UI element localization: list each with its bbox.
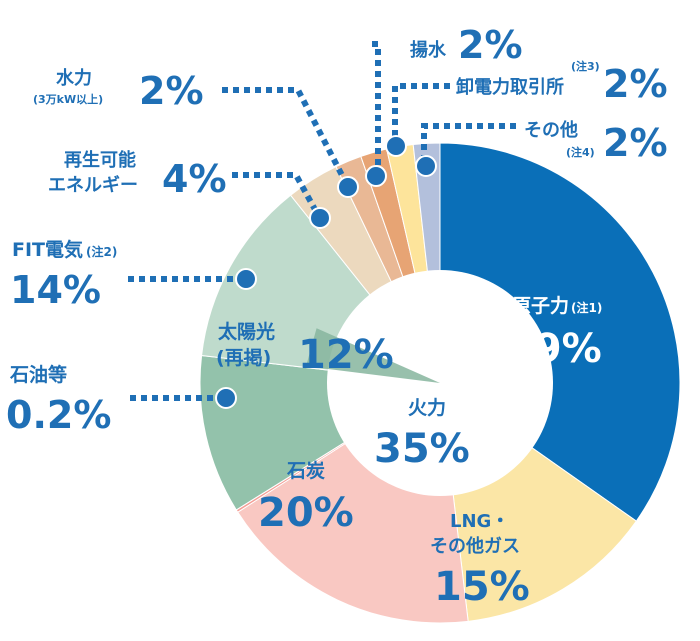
hydro-leader	[222, 87, 349, 185]
label-fit: FIT電気 (注2)	[12, 238, 117, 261]
value-exchange: 2%	[603, 62, 668, 106]
note-exchange: (注3)	[571, 59, 600, 73]
value-nuclear: 39%	[506, 326, 602, 372]
label-solar-1: 太陽光	[218, 320, 275, 343]
label-nuclear: 原子力 (注1)	[512, 294, 602, 317]
renewable-dot	[309, 207, 331, 229]
label-pumped: 揚水	[410, 39, 447, 61]
other-dot	[415, 155, 437, 177]
label-hydro: 水力	[56, 67, 92, 89]
pumped-dot	[365, 165, 387, 187]
label-coal: 石炭	[286, 460, 325, 482]
label-lng-1: LNG・	[450, 511, 509, 532]
slice-0	[439, 142, 681, 522]
label-other: その他	[524, 119, 578, 141]
value-pumped: 2%	[458, 23, 523, 67]
value-other: 2%	[603, 121, 668, 165]
other-leader	[421, 123, 516, 162]
note-other: (注4)	[566, 145, 595, 159]
hydro-dot	[337, 176, 359, 198]
exchange-leader	[392, 83, 450, 142]
exchange-dot	[385, 135, 407, 157]
label-thermal: 火力	[408, 396, 446, 419]
oil-dot	[215, 387, 237, 409]
value-lng: 15%	[434, 564, 530, 610]
label-solar-2: (再掲)	[216, 346, 271, 369]
fit-dot	[235, 268, 257, 290]
label-renewable-1: 再生可能	[64, 149, 136, 171]
note-hydro: (3万kW以上)	[33, 92, 103, 106]
pumped-leader	[372, 41, 381, 172]
value-solar: 12%	[298, 332, 394, 378]
label-exchange: 卸電力取引所	[456, 76, 564, 98]
value-oil: 0.2%	[6, 393, 111, 437]
label-renewable-2: エネルギー	[48, 175, 138, 196]
value-hydro: 2%	[139, 69, 204, 113]
leader-lines	[128, 41, 516, 409]
value-thermal: 35%	[374, 426, 470, 472]
slice-solar-overlay	[306, 328, 440, 383]
label-lng-2: その他ガス	[430, 535, 520, 557]
value-renewable: 4%	[162, 157, 227, 201]
value-coal: 20%	[258, 490, 354, 536]
value-fit: 14%	[10, 268, 101, 312]
label-oil: 石油等	[9, 363, 67, 386]
